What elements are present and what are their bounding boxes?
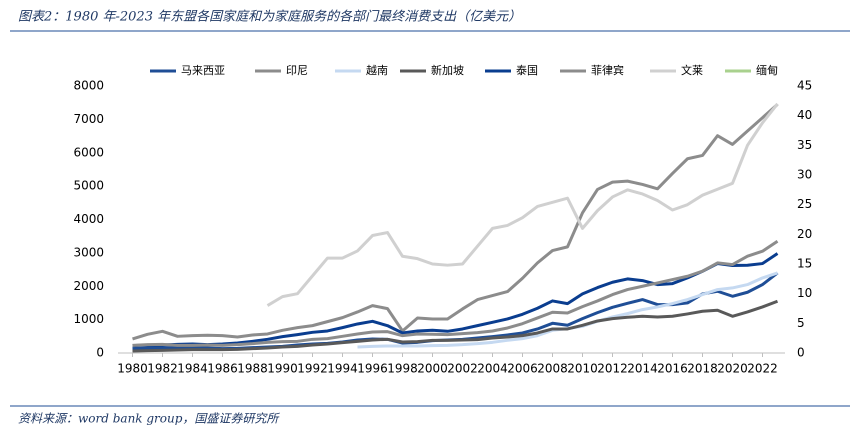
y-tick-label: 8000	[73, 79, 104, 93]
chart-title: 图表2：1980 年-2023 年东盟各国家庭和为家庭服务的各部门最终消费支出（…	[18, 9, 521, 25]
y2-tick-label: 20	[797, 227, 812, 241]
x-tick-label: 1988	[237, 362, 268, 376]
x-tick-label: 1980	[117, 362, 148, 376]
y-tick-label: 1000	[73, 312, 104, 326]
series-line	[132, 299, 779, 353]
x-tick-label: 1990	[267, 362, 298, 376]
x-tick-label: 2008	[537, 362, 568, 376]
x-tick-label: 2010	[567, 362, 598, 376]
y2-tick-label: 40	[797, 108, 812, 122]
x-tick-label: 1994	[327, 362, 358, 376]
x-tick-label: 2016	[657, 362, 688, 376]
y-tick-label: 0	[96, 346, 104, 360]
legend-label: 马来西亚	[181, 64, 225, 77]
series-line	[132, 252, 779, 348]
legend-label: 新加坡	[431, 63, 464, 77]
y-tick-label: 4000	[73, 212, 104, 226]
series-line	[266, 102, 779, 307]
y2-tick-label: 5	[797, 316, 805, 330]
x-tick-label: 2000	[417, 362, 448, 376]
y2-tick-label: 30	[797, 168, 812, 182]
x-tick-label: 2006	[507, 362, 538, 376]
x-tick-label: 1998	[387, 362, 418, 376]
y2-tick-label: 35	[797, 138, 812, 152]
x-tick-label: 1992	[297, 362, 328, 376]
y-tick-label: 5000	[73, 179, 104, 193]
source: 资料来源：word bank group，国盛证券研究所	[18, 412, 280, 426]
x-tick-label: 1986	[207, 362, 238, 376]
x-tick-label: 2018	[687, 362, 718, 376]
legend-label: 印尼	[286, 64, 308, 77]
y-tick-label: 2000	[73, 279, 104, 293]
y-tick-label: 6000	[73, 145, 104, 159]
series-line	[132, 103, 779, 341]
x-tick-label: 2004	[477, 362, 508, 376]
x-tick-label: 2002	[447, 362, 478, 376]
y2-tick-label: 0	[797, 346, 805, 360]
x-tick-label: 2014	[627, 362, 658, 376]
legend-label: 泰国	[516, 63, 538, 77]
x-tick-label: 2020	[717, 362, 748, 376]
legend-label: 菲律宾	[591, 63, 624, 77]
y-tick-label: 7000	[73, 112, 104, 126]
y-tick-label: 3000	[73, 245, 104, 259]
y2-tick-label: 15	[797, 257, 812, 271]
x-tick-label: 1996	[357, 362, 388, 376]
legend-label: 文莱	[681, 63, 703, 77]
x-tick-label: 2022	[747, 362, 778, 376]
series-line	[132, 239, 779, 347]
x-tick-label: 1982	[147, 362, 178, 376]
y2-tick-label: 45	[797, 79, 812, 93]
legend-label: 越南	[366, 63, 388, 77]
x-tick-label: 1984	[177, 362, 208, 376]
legend-label: 缅甸	[756, 63, 778, 77]
y2-tick-label: 25	[797, 197, 812, 211]
y2-tick-label: 10	[797, 286, 812, 300]
x-tick-label: 2012	[597, 362, 628, 376]
